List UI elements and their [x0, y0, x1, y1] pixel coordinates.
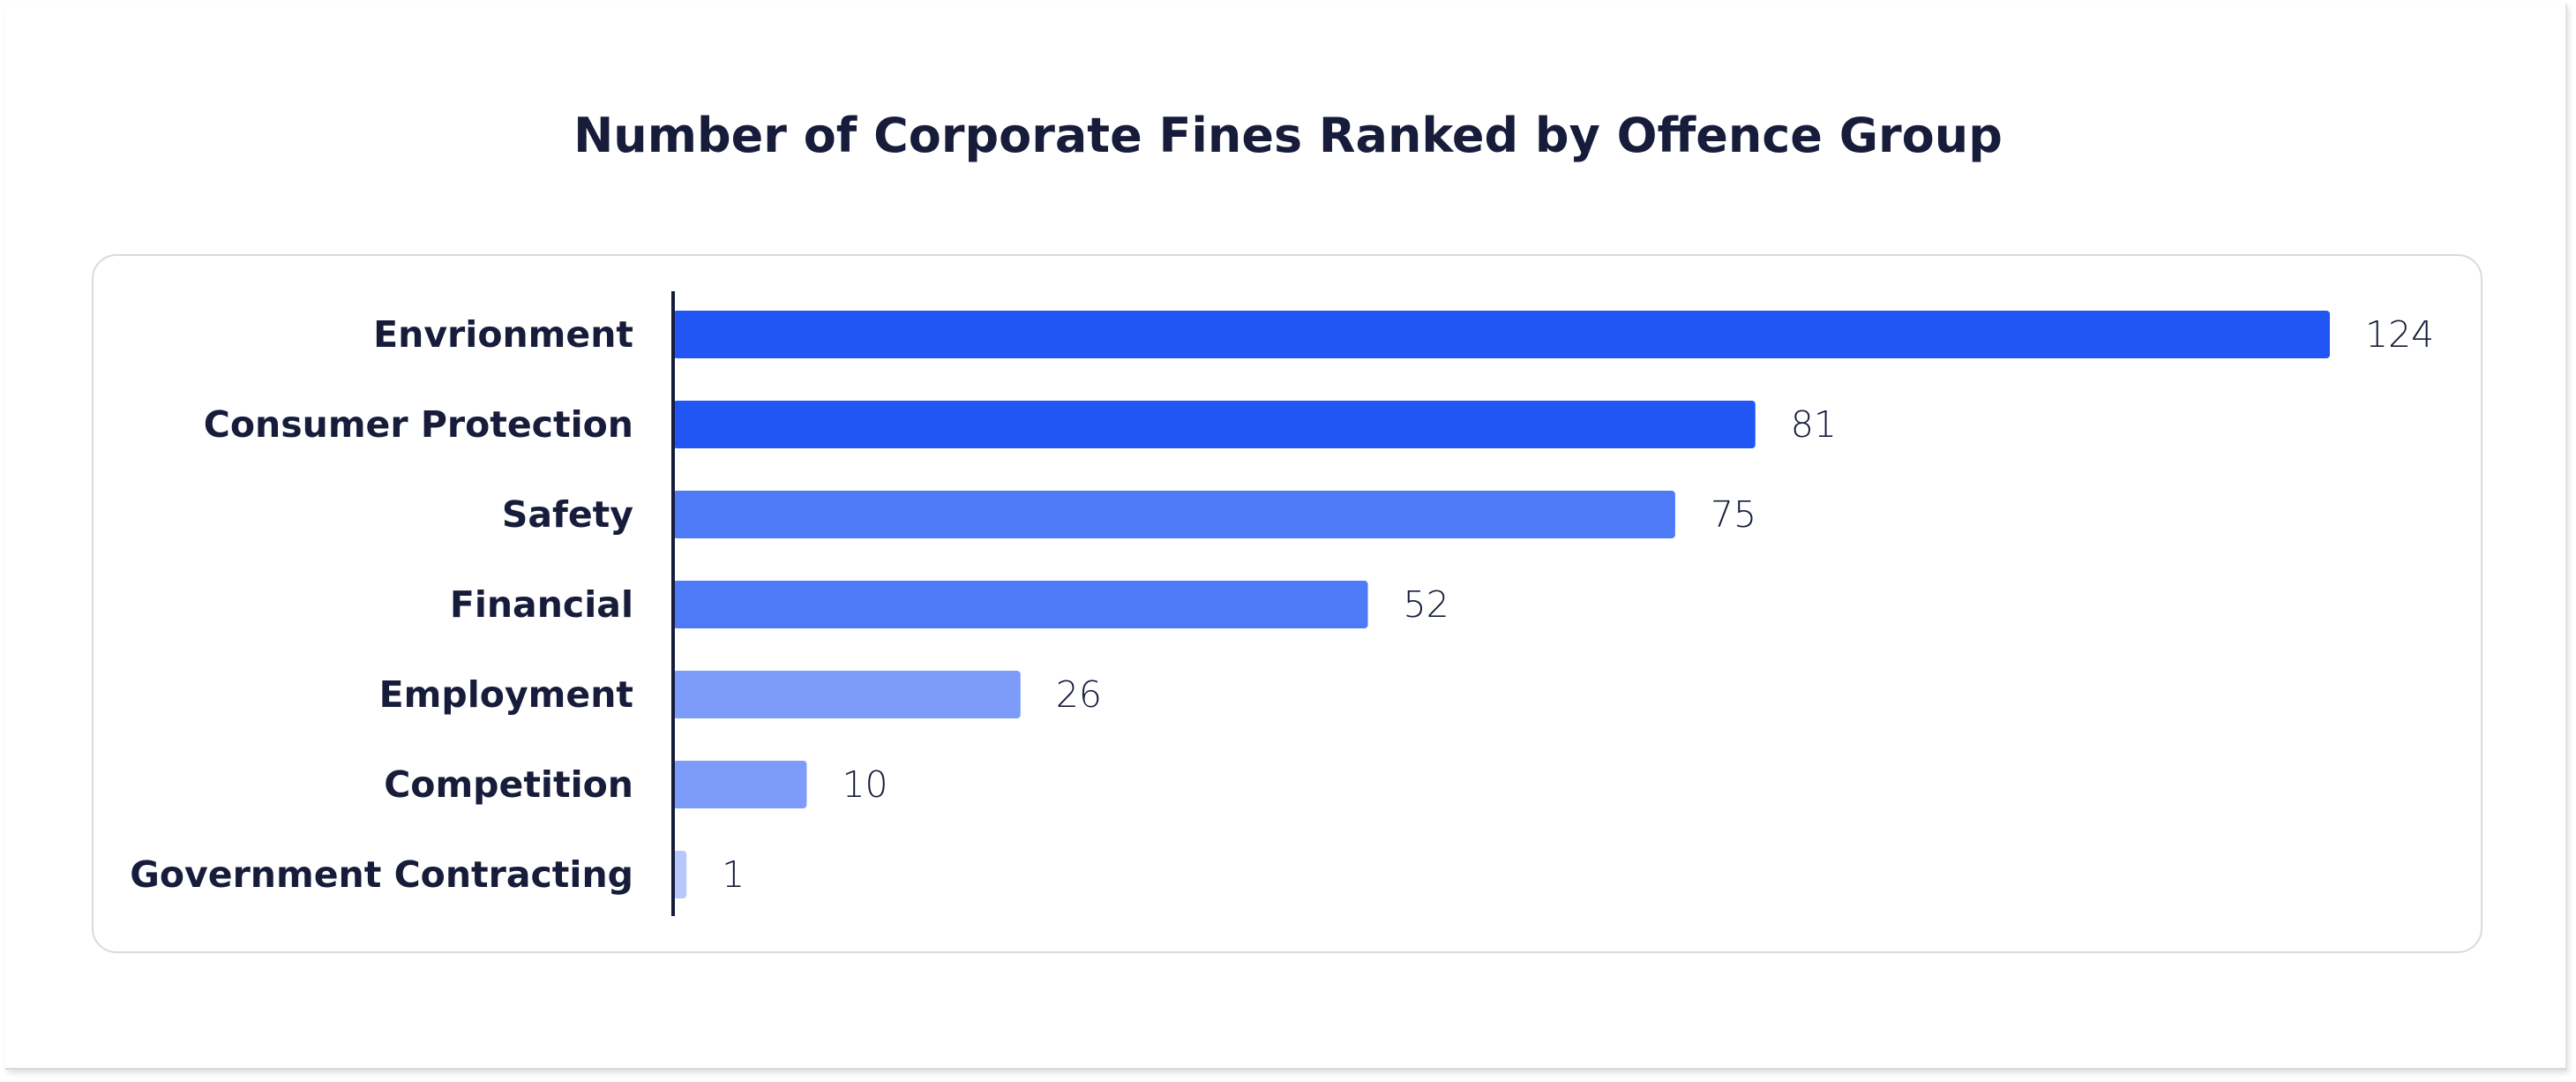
bar-employment	[673, 671, 1021, 718]
value-label: 75	[1711, 493, 1756, 536]
bar-safety	[673, 491, 1675, 538]
category-label: Consumer Protection	[204, 403, 633, 446]
category-labels: Envrionment Consumer Protection Safety Fina…	[130, 313, 633, 896]
category-label: Financial	[450, 583, 633, 626]
category-label: Employment	[379, 673, 633, 716]
bars-group	[673, 311, 2330, 898]
value-label: 1	[722, 853, 745, 896]
category-label: Competition	[384, 763, 633, 806]
bar-government-contracting	[673, 851, 687, 898]
bar-competition	[673, 761, 807, 808]
chart-title: Number of Corporate Fines Ranked by Offe…	[573, 108, 2003, 163]
value-label: 26	[1056, 673, 1102, 716]
value-label: 52	[1404, 583, 1449, 626]
value-label: 124	[2365, 313, 2434, 356]
bar-envrionment	[673, 311, 2330, 358]
category-label: Government Contracting	[130, 853, 633, 896]
category-label: Envrionment	[373, 313, 633, 356]
value-label: 81	[1791, 403, 1837, 446]
value-label: 10	[842, 763, 887, 806]
value-labels: 124 81 75 52 26 10 1	[722, 313, 2434, 896]
bar-financial	[673, 581, 1368, 628]
bar-consumer-protection	[673, 401, 1756, 448]
category-label: Safety	[502, 493, 633, 536]
